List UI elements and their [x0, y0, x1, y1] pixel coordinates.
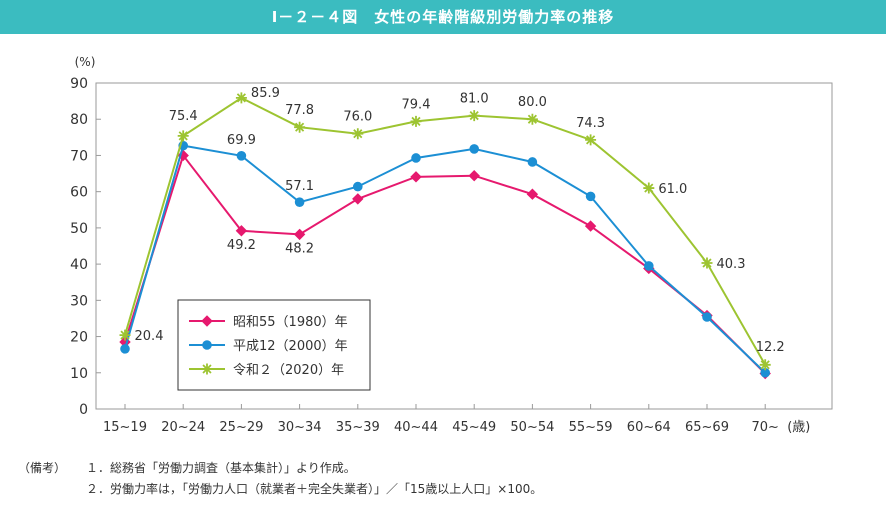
- series-3-point: [294, 121, 306, 133]
- figure-header: Ⅰ－２－４図 女性の年齢階級別労働力率の推移: [0, 0, 886, 34]
- legend-swatch-marker: [201, 363, 213, 375]
- series-3-point: [468, 110, 480, 122]
- y-tick-label: 80: [70, 112, 88, 128]
- y-tick-label: 40: [70, 257, 88, 273]
- series-2-point: [411, 153, 421, 163]
- data-label: 74.3: [576, 116, 605, 131]
- data-label: 79.4: [402, 97, 431, 112]
- series-3-point: [643, 182, 655, 194]
- legend-label: 平成12（2000）年: [233, 339, 348, 354]
- series-2-point: [353, 181, 363, 192]
- note-item-1: １．総務省「労働力調査（基本集計）」より作成。: [86, 461, 356, 475]
- y-tick-label: 70: [70, 148, 88, 164]
- data-label: 20.4: [135, 329, 164, 344]
- x-tick-label: 35~39: [336, 420, 380, 435]
- line-chart: 0 10 20 30 40 50 60 70 80 90 (%) 15~19 20~24 25~29 30~…: [70, 55, 833, 435]
- y-tick-label: 90: [70, 76, 88, 92]
- data-label: 40.3: [717, 257, 746, 272]
- data-label: 57.1: [285, 179, 314, 194]
- series-1-point: [584, 220, 597, 232]
- data-label: 69.9: [227, 133, 256, 148]
- x-axis-unit: (歳): [787, 420, 810, 435]
- series-1-point: [410, 171, 422, 183]
- series-3-point: [177, 130, 189, 142]
- series-line-3: [124, 96, 767, 366]
- data-label: 48.2: [285, 241, 314, 256]
- y-tick-label: 10: [70, 366, 88, 382]
- data-label: 77.8: [285, 103, 314, 118]
- series-3-point: [410, 115, 422, 127]
- data-label: 85.9: [251, 86, 280, 101]
- x-tick-label: 25~29: [219, 420, 263, 435]
- y-tick-label: 60: [70, 185, 88, 201]
- series-3-point: [235, 92, 247, 104]
- series-1-point: [352, 193, 364, 205]
- data-label: 75.4: [169, 109, 198, 124]
- x-tick-label: 30~34: [278, 420, 322, 435]
- data-label: 80.0: [518, 95, 547, 110]
- data-label: 61.0: [658, 182, 687, 197]
- series-2-point: [120, 344, 130, 354]
- legend-swatch-marker: [201, 315, 213, 327]
- series-2-point: [469, 144, 480, 154]
- legend-swatch-marker: [202, 340, 212, 350]
- series-2-point: [294, 197, 305, 207]
- series-1-point: [468, 170, 480, 182]
- y-tick-label: 50: [70, 221, 88, 237]
- x-tick-label: 65~69: [685, 420, 729, 435]
- series-3-point: [585, 134, 597, 146]
- series-line-1: [124, 153, 766, 375]
- y-tick-label: 30: [70, 293, 88, 309]
- data-label: 81.0: [460, 92, 489, 107]
- data-label: 76.0: [343, 110, 372, 125]
- series-3-point: [526, 113, 538, 125]
- series-1-point: [293, 228, 306, 241]
- series-line-2: [124, 144, 766, 374]
- data-label: 49.2: [227, 238, 256, 253]
- series-3-point: [352, 128, 364, 140]
- legend-label: 昭和55（1980）年: [233, 315, 348, 330]
- x-tick-label: 40~44: [394, 420, 438, 435]
- notes-prefix: （備考）: [18, 461, 67, 475]
- y-tick-label: 0: [79, 402, 88, 418]
- x-tick-label: 50~54: [510, 420, 554, 435]
- x-tick-label: 70~: [751, 420, 778, 435]
- series-3-point: [759, 359, 771, 371]
- series-1-point: [526, 188, 539, 200]
- series-2-point: [527, 157, 538, 167]
- series-2-point: [585, 191, 596, 202]
- y-tick-label: 20: [70, 330, 88, 346]
- plot-frame: [95, 82, 833, 410]
- series-2-point: [644, 261, 654, 271]
- x-tick-label: 55~59: [569, 420, 613, 435]
- x-tick-label: 15~19: [103, 420, 147, 435]
- series-1-point: [235, 225, 248, 237]
- x-tick-label: 60~64: [627, 420, 671, 435]
- series-2-point: [702, 312, 712, 322]
- x-tick-label: 20~24: [161, 420, 205, 435]
- series-3-point: [701, 257, 713, 269]
- legend-label: 令和２（2020）年: [233, 363, 344, 378]
- note-item-2: ２．労働力率は，「労働力人口（就業者＋完全失業者）」／「15歳以上人口」×100…: [86, 482, 543, 496]
- y-axis-unit: (%): [75, 55, 96, 69]
- series-2-point: [236, 151, 247, 161]
- x-tick-label: 45~49: [452, 420, 496, 435]
- data-label: 12.2: [756, 340, 785, 355]
- series-3-point: [119, 329, 131, 341]
- figure-title: Ⅰ－２－４図 女性の年齢階級別労働力率の推移: [271, 8, 615, 26]
